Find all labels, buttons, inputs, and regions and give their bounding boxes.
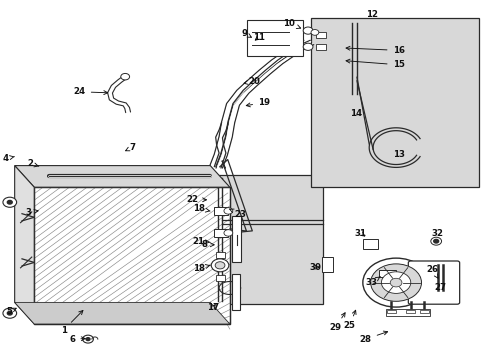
Text: 33: 33 <box>365 276 380 287</box>
Bar <box>316 32 325 38</box>
Circle shape <box>121 73 129 80</box>
Polygon shape <box>34 187 229 324</box>
Circle shape <box>224 208 232 214</box>
FancyBboxPatch shape <box>173 175 322 304</box>
Text: 32: 32 <box>431 229 443 238</box>
Circle shape <box>433 239 438 243</box>
Text: 4: 4 <box>3 154 15 163</box>
Text: 27: 27 <box>433 283 445 292</box>
Text: 12: 12 <box>365 10 377 19</box>
Text: 20: 20 <box>244 77 260 85</box>
Text: 16: 16 <box>346 46 404 55</box>
Bar <box>215 252 225 258</box>
Text: 6: 6 <box>69 335 85 343</box>
Bar <box>362 239 378 249</box>
Text: 1: 1 <box>61 310 83 335</box>
Bar <box>215 275 225 281</box>
Bar <box>232 274 240 310</box>
FancyBboxPatch shape <box>407 261 459 304</box>
FancyBboxPatch shape <box>246 20 303 56</box>
Circle shape <box>224 230 232 236</box>
Text: 18: 18 <box>192 204 210 213</box>
Text: 13: 13 <box>393 150 405 158</box>
Text: 28: 28 <box>359 331 387 343</box>
Text: 23: 23 <box>229 209 246 219</box>
Text: 3: 3 <box>25 208 38 217</box>
Bar <box>378 270 395 277</box>
Polygon shape <box>15 302 229 324</box>
Circle shape <box>215 262 224 269</box>
Text: 21: 21 <box>192 237 210 246</box>
Text: 25: 25 <box>343 310 355 330</box>
Circle shape <box>86 338 90 341</box>
Text: 11: 11 <box>253 32 264 41</box>
Text: 14: 14 <box>349 109 361 118</box>
Polygon shape <box>15 166 229 187</box>
Bar <box>406 310 414 313</box>
Text: 17: 17 <box>206 303 218 312</box>
Bar <box>321 257 332 272</box>
Bar <box>232 216 241 262</box>
Bar <box>419 310 428 313</box>
Polygon shape <box>15 166 34 324</box>
Circle shape <box>303 43 312 50</box>
Circle shape <box>7 201 12 204</box>
FancyBboxPatch shape <box>310 18 478 187</box>
Circle shape <box>310 30 318 35</box>
Text: 18: 18 <box>192 264 210 273</box>
Text: 29: 29 <box>329 313 345 332</box>
Circle shape <box>7 311 12 315</box>
Circle shape <box>381 272 410 293</box>
Circle shape <box>370 264 421 301</box>
Circle shape <box>3 308 17 318</box>
Bar <box>213 229 228 237</box>
Text: 10: 10 <box>282 19 300 28</box>
Text: 15: 15 <box>346 59 404 69</box>
Circle shape <box>82 335 93 343</box>
Text: 9: 9 <box>241 29 251 38</box>
Text: 24: 24 <box>74 87 107 96</box>
Text: 8: 8 <box>201 240 214 249</box>
Bar <box>386 309 429 316</box>
Circle shape <box>303 27 312 34</box>
Text: 5: 5 <box>7 307 16 316</box>
Bar <box>386 310 395 313</box>
Text: 31: 31 <box>354 229 366 238</box>
Text: 26: 26 <box>426 266 438 278</box>
Bar <box>316 44 325 50</box>
Circle shape <box>389 278 401 287</box>
Circle shape <box>430 237 441 245</box>
Bar <box>213 207 228 215</box>
Text: 7: 7 <box>125 143 135 152</box>
Text: 22: 22 <box>186 195 206 204</box>
Text: 19: 19 <box>246 98 269 107</box>
Text: 2: 2 <box>27 159 39 168</box>
Circle shape <box>362 258 428 307</box>
Text: 30: 30 <box>309 263 321 271</box>
Circle shape <box>3 197 17 207</box>
Circle shape <box>211 259 228 272</box>
